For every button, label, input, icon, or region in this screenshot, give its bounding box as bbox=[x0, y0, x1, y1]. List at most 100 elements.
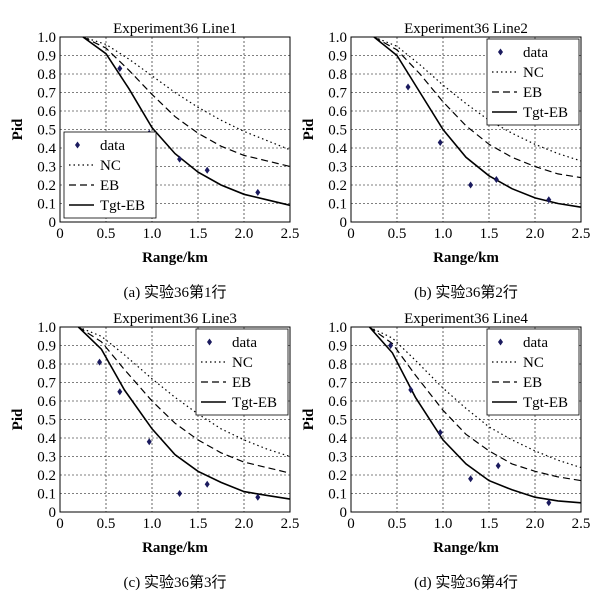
x-tick-label: 1.0 bbox=[143, 516, 162, 532]
legend-label: Tgt-EB bbox=[100, 198, 145, 214]
data-point bbox=[177, 490, 183, 497]
plot-frame bbox=[350, 36, 582, 223]
y-axis-label: Pid bbox=[301, 408, 317, 430]
data-point bbox=[468, 181, 474, 189]
x-tick-label: 0 bbox=[56, 516, 64, 532]
data-point bbox=[408, 386, 414, 394]
series-line-tgt-eb bbox=[77, 326, 291, 500]
legend-symbol-data bbox=[498, 338, 503, 346]
legend-box bbox=[486, 38, 580, 126]
y-tick-label: 0.2 bbox=[328, 468, 347, 484]
chart-title: Experiment36 Line4 bbox=[404, 311, 528, 327]
data-point bbox=[437, 138, 443, 146]
series-line-eb bbox=[369, 326, 582, 482]
legend-label: EB bbox=[523, 375, 542, 391]
legend-label: EB bbox=[232, 375, 251, 391]
x-tick-label: 1.0 bbox=[434, 516, 453, 532]
chart-panel-2: 0 0.5 1.0 1.5 2.0 2.500.10.20.30.40.50.60.70.… bbox=[301, 21, 590, 301]
legend: data NC EB Tgt-EB bbox=[63, 131, 157, 219]
y-axis-label: Pid bbox=[10, 408, 26, 430]
x-tick-label: 0.5 bbox=[388, 226, 407, 242]
y-tick-label: 1.0 bbox=[37, 30, 56, 46]
y-tick-label: 0.9 bbox=[37, 49, 56, 65]
y-tick-label: 0.9 bbox=[328, 49, 347, 65]
y-tick-label: 0.3 bbox=[37, 450, 56, 466]
legend: data NC EB Tgt-EB bbox=[486, 328, 580, 416]
y-tick-label: 0.6 bbox=[328, 394, 347, 410]
y-tick-label: 0.7 bbox=[328, 376, 347, 392]
y-axis-label: Pid bbox=[301, 118, 317, 140]
legend-label: Tgt-EB bbox=[232, 395, 277, 411]
legend-label: NC bbox=[523, 65, 544, 81]
y-tick-label: 0.8 bbox=[37, 357, 56, 373]
data-point bbox=[204, 166, 210, 174]
y-tick-label: 0.2 bbox=[37, 178, 56, 194]
legend-label: NC bbox=[232, 355, 253, 371]
x-tick-label: 2.5 bbox=[281, 226, 300, 242]
y-tick-label: 0.6 bbox=[37, 394, 56, 410]
data-point bbox=[388, 342, 394, 349]
x-axis-label: Range/km bbox=[433, 540, 499, 556]
y-tick-label: 0.9 bbox=[37, 339, 56, 355]
legend: data NC EB Tgt-EB bbox=[195, 328, 289, 416]
chart-panel-4: 0 0.5 1.0 1.5 2.0 2.500.10.20.30.40.50.60.70.… bbox=[301, 311, 590, 591]
series-line-tgt-eb bbox=[82, 36, 291, 207]
data-point bbox=[204, 480, 210, 488]
y-tick-label: 0.1 bbox=[37, 197, 56, 213]
y-tick-label: 0.4 bbox=[328, 141, 347, 157]
x-tick-label: 1.5 bbox=[480, 226, 499, 242]
y-tick-label: 0.4 bbox=[328, 431, 347, 447]
legend-label: data bbox=[523, 45, 548, 61]
chart-panel-3: 0 0.5 1.0 1.5 2.0 2.500.10.20.30.40.50.60.70.… bbox=[10, 311, 299, 591]
y-tick-label: 0.5 bbox=[328, 413, 347, 429]
x-tick-label: 2.0 bbox=[235, 226, 254, 242]
legend-symbol-data bbox=[207, 338, 212, 346]
x-axis-label: Range/km bbox=[142, 250, 208, 266]
y-tick-label: 0.3 bbox=[37, 160, 56, 176]
data-point bbox=[468, 475, 474, 483]
y-tick-label: 0.5 bbox=[37, 123, 56, 139]
legend-box bbox=[63, 131, 157, 219]
series-line-eb bbox=[82, 36, 291, 168]
x-tick-label: 1.0 bbox=[434, 226, 453, 242]
panel-caption: (b) 实验36第2行 bbox=[414, 283, 518, 301]
legend-label: Tgt-EB bbox=[523, 395, 568, 411]
legend-label: data bbox=[232, 335, 257, 351]
x-tick-label: 0 bbox=[347, 516, 355, 532]
y-tick-label: 0.5 bbox=[328, 123, 347, 139]
legend-label: EB bbox=[523, 85, 542, 101]
series-line-tgt-eb bbox=[373, 36, 582, 208]
y-tick-label: 0 bbox=[49, 215, 57, 231]
data-point bbox=[97, 358, 103, 366]
data-point bbox=[117, 64, 123, 72]
y-tick-label: 0.1 bbox=[328, 197, 347, 213]
series-line-nc bbox=[82, 36, 291, 151]
legend-label: EB bbox=[100, 178, 119, 194]
y-axis-label: Pid bbox=[10, 118, 26, 140]
legend-symbol-data bbox=[75, 141, 80, 149]
y-tick-label: 0.8 bbox=[328, 357, 347, 373]
plot-frame bbox=[350, 326, 582, 513]
y-tick-label: 1.0 bbox=[328, 320, 347, 336]
y-tick-label: 0.3 bbox=[328, 160, 347, 176]
legend-label: NC bbox=[523, 355, 544, 371]
y-tick-label: 0 bbox=[340, 215, 348, 231]
plot-frame bbox=[59, 326, 291, 513]
y-tick-label: 0.1 bbox=[328, 487, 347, 503]
x-tick-label: 1.5 bbox=[189, 516, 208, 532]
legend-symbol-data bbox=[498, 48, 503, 56]
y-tick-label: 0.4 bbox=[37, 141, 56, 157]
data-point bbox=[117, 388, 123, 396]
y-tick-label: 0.2 bbox=[328, 178, 347, 194]
chart-title: Experiment36 Line3 bbox=[113, 311, 237, 327]
series-line-tgt-eb bbox=[368, 326, 582, 504]
y-tick-label: 0.5 bbox=[37, 413, 56, 429]
legend-label: data bbox=[100, 138, 125, 154]
y-tick-label: 0.2 bbox=[37, 468, 56, 484]
x-tick-label: 1.5 bbox=[189, 226, 208, 242]
x-tick-label: 2.0 bbox=[526, 226, 545, 242]
x-tick-label: 0 bbox=[56, 226, 64, 242]
x-tick-label: 0 bbox=[347, 226, 355, 242]
legend: data NC EB Tgt-EB bbox=[486, 38, 580, 126]
